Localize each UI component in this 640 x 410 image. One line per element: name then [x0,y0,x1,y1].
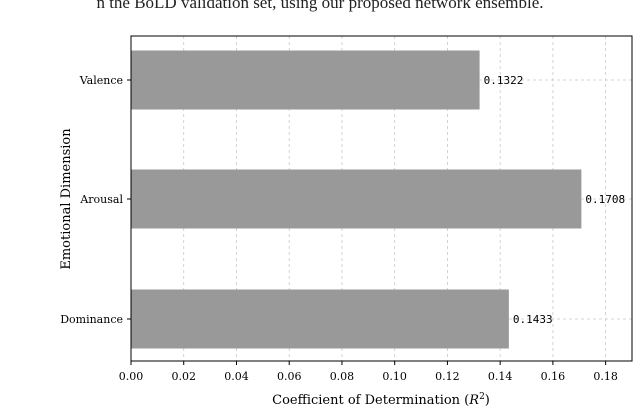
x-tick-label: 0.08 [330,370,355,383]
figure-caption: n the BoLD validation set, using our pro… [96,0,544,12]
y-ticks: Valence Arousal Dominance [60,74,131,326]
y-tick-label-dominance: Dominance [60,313,123,326]
value-label-arousal: 0.1708 [585,193,625,206]
y-tick-label-arousal: Arousal [79,193,123,206]
y-axis-title: Emotional Dimension [59,128,74,270]
y-tick-label-valence: Valence [79,74,123,87]
bars [131,50,582,349]
x-tick-label: 0.14 [488,370,513,383]
x-tick-label: 0.06 [277,370,302,383]
x-tick-label: 0.02 [171,370,196,383]
x-tick-label: 0.16 [541,370,566,383]
x-axis-title: Coefficient of Determination (R2) [272,392,490,408]
value-label-valence: 0.1322 [484,74,524,87]
x-ticks: 0.00 0.02 0.04 0.06 0.08 0.10 0.12 0.14 0.16 0.18 [119,361,618,383]
value-label-dominance: 0.1433 [513,313,553,326]
x-tick-label: 0.04 [224,370,249,383]
x-tick-label: 0.00 [119,370,144,383]
value-labels: 0.1322 0.1708 0.1433 [484,74,626,326]
bar-valence [131,50,480,110]
x-tick-label: 0.12 [435,370,460,383]
bar-dominance [131,289,509,349]
bar-arousal [131,169,582,229]
x-tick-label: 0.18 [593,370,618,383]
x-tick-label: 0.10 [382,370,407,383]
